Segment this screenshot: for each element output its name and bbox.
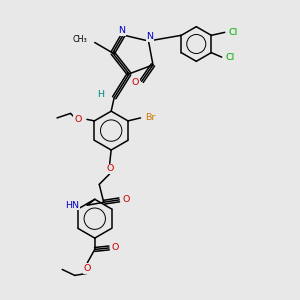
Text: N: N [118, 26, 125, 35]
Text: O: O [122, 195, 130, 204]
Text: N: N [146, 32, 154, 41]
Text: Br: Br [145, 113, 155, 122]
Text: O: O [106, 164, 113, 173]
Text: O: O [74, 115, 82, 124]
Text: Cl: Cl [226, 52, 235, 62]
Text: HN: HN [65, 201, 79, 210]
Text: O: O [112, 243, 119, 252]
Text: O: O [131, 78, 139, 87]
Text: H: H [98, 90, 105, 99]
Text: O: O [84, 264, 91, 273]
Text: Cl: Cl [229, 28, 238, 37]
Text: CH₃: CH₃ [73, 35, 87, 44]
